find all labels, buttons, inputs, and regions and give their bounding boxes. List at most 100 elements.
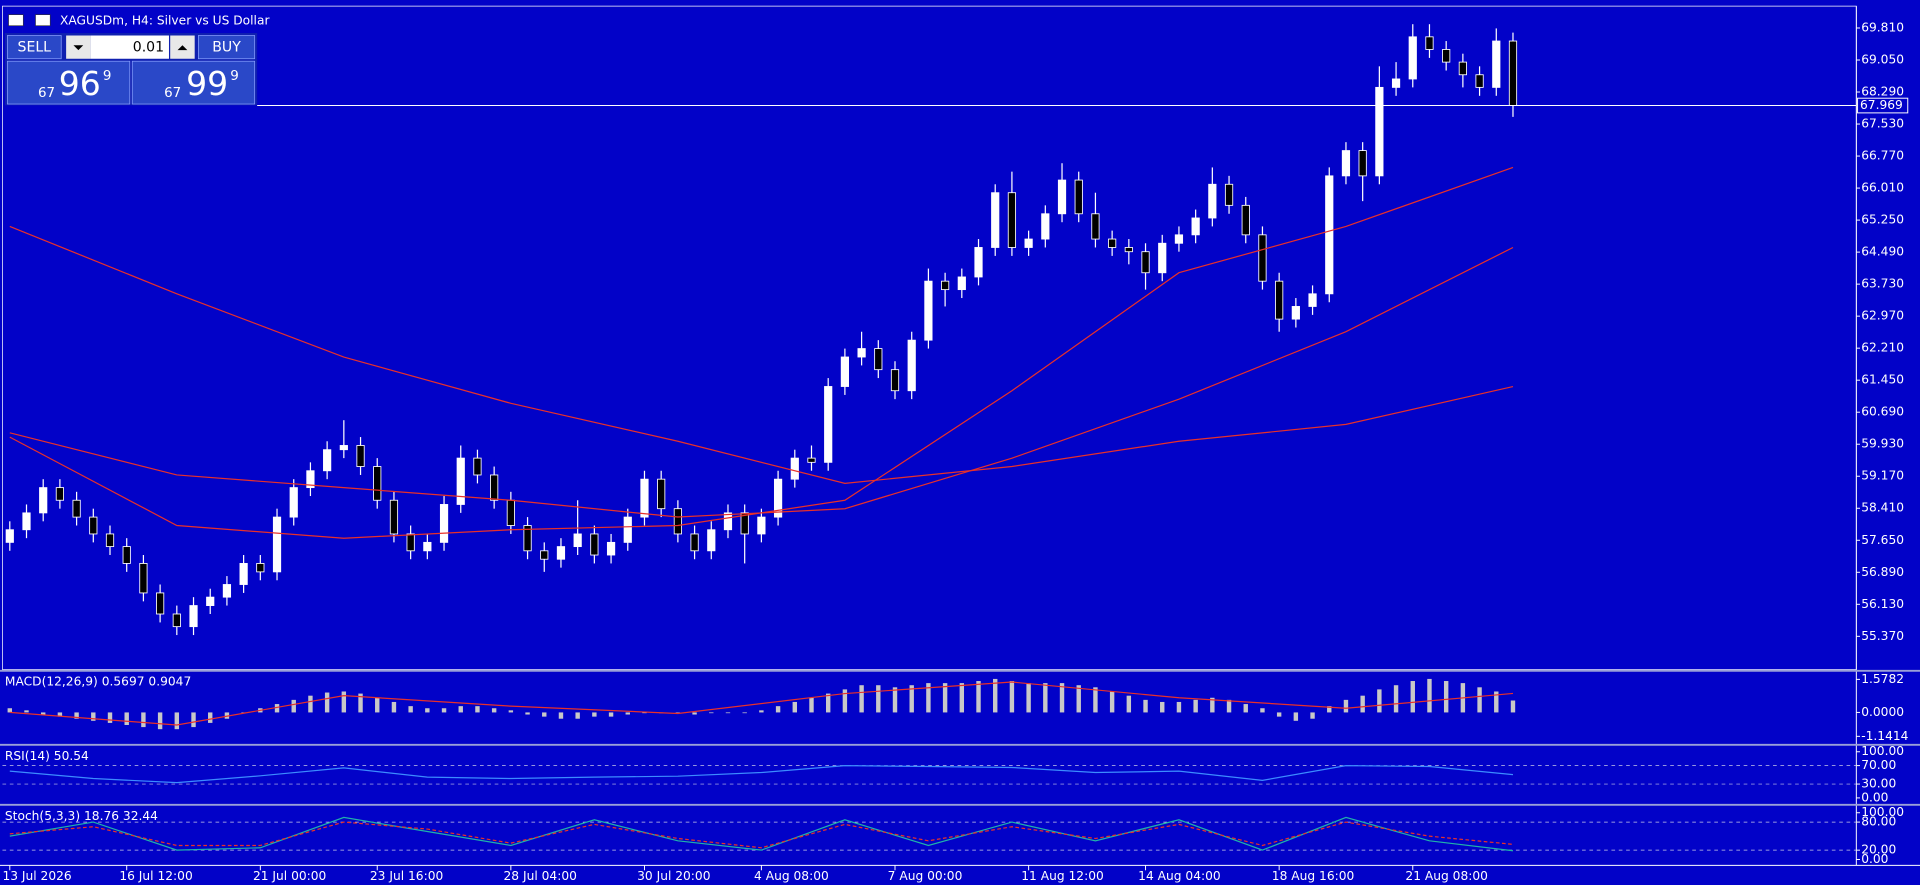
chart-icon[interactable]: [35, 14, 51, 27]
indicator-title: Stoch(5,3,3) 18.76 32.44: [5, 809, 158, 823]
x-tick-label: 13 Jul 2026: [2, 869, 71, 883]
macd-bar: [174, 712, 180, 730]
candle-body: [1391, 78, 1401, 88]
candle-body: [1358, 150, 1367, 177]
candle-body: [1208, 183, 1217, 219]
candle-body: [757, 516, 766, 535]
candle-body: [306, 470, 315, 489]
x-tick-label: 18 Aug 16:00: [1272, 869, 1355, 883]
y-tick-label: 0.00: [1861, 790, 1888, 804]
macd-bar: [1093, 687, 1098, 713]
buy-button[interactable]: [198, 35, 256, 60]
buy-label: BUY: [212, 40, 241, 56]
macd-bar: [1494, 691, 1499, 713]
candle-body: [373, 466, 382, 501]
indicator-line: [9, 765, 1514, 784]
macd-bar: [141, 712, 146, 728]
x-tick-label: 21 Aug 08:00: [1405, 869, 1488, 883]
bid-small: 9: [103, 69, 112, 84]
candle-body: [924, 280, 933, 341]
candle-body: [156, 592, 165, 615]
y-tick-label: 66.770: [1861, 149, 1904, 163]
candle-body: [991, 192, 1000, 248]
macd-bar: [40, 712, 46, 715]
candle-body: [22, 512, 31, 531]
y-tick-label: 20.00: [1861, 843, 1896, 857]
y-tick-label: 57.650: [1861, 533, 1904, 547]
indicator-line: [9, 816, 1514, 852]
last-price-label: 67.969: [1860, 98, 1903, 112]
macd-bar: [74, 712, 79, 719]
candle-body: [122, 546, 131, 564]
macd-bar: [191, 712, 196, 728]
candle-body: [1508, 40, 1518, 106]
macd-bar: [1343, 699, 1349, 713]
last-price-box: [1857, 97, 1909, 114]
candle-body: [790, 457, 799, 480]
macd-bar: [1510, 700, 1516, 713]
y-tick-label: 56.130: [1861, 597, 1904, 611]
ask-main: 99: [186, 64, 228, 103]
candle-body: [1442, 49, 1451, 63]
macd-bar: [408, 706, 413, 713]
macd-bar: [942, 683, 948, 713]
macd-bar: [1026, 683, 1031, 713]
ask-box[interactable]: [131, 60, 256, 105]
macd-bar: [324, 692, 330, 713]
candle-body: [1475, 74, 1484, 88]
macd-bar: [7, 708, 12, 713]
macd-bar: [308, 695, 313, 713]
x-tick-label: 23 Jul 16:00: [370, 869, 443, 883]
candle-body: [1074, 179, 1083, 215]
candle-body: [1241, 204, 1250, 236]
macd-bar: [441, 708, 447, 713]
candle-body: [573, 533, 582, 548]
y-tick-label: 64.490: [1861, 245, 1904, 259]
candle-body: [1108, 238, 1117, 248]
volume-field[interactable]: [90, 35, 169, 59]
candle-body: [1325, 175, 1334, 295]
candle-body: [840, 356, 849, 387]
candle-body: [824, 386, 833, 463]
macd-bar: [1109, 691, 1115, 713]
candle-body: [172, 613, 181, 628]
candle-body: [1091, 213, 1100, 240]
candle-body: [189, 605, 198, 628]
macd-bar: [759, 710, 764, 713]
sell-button[interactable]: [6, 35, 62, 60]
y-tick-label: 65.250: [1861, 213, 1904, 227]
candle-body: [907, 339, 916, 392]
macd-bar: [157, 712, 163, 730]
candle-body: [1408, 36, 1417, 80]
candle-body: [974, 247, 983, 278]
chart-title: XAGUSDm, H4: Silver vs US Dollar: [60, 13, 270, 27]
bid-box[interactable]: [6, 60, 131, 105]
macd-bar: [1243, 704, 1248, 713]
macd-bar: [458, 706, 463, 713]
main-panel-border: [2, 5, 1857, 670]
candle-body: [740, 512, 749, 535]
macd-bar: [675, 712, 681, 714]
candle-body: [590, 533, 599, 556]
menu-icon[interactable]: [8, 14, 24, 27]
indicator-line: [9, 821, 1514, 849]
window-icons: [8, 14, 51, 27]
x-tick-label: 21 Jul 00:00: [253, 869, 326, 883]
macd-bar: [1477, 687, 1482, 713]
macd-bar: [425, 708, 430, 713]
y-tick-label: 61.450: [1861, 373, 1904, 387]
candle-body: [1041, 213, 1050, 240]
candle-body: [1291, 306, 1300, 320]
candle-body: [39, 487, 48, 514]
macd-bar: [1427, 678, 1432, 713]
bid-big: 67: [38, 86, 55, 101]
macd-bar: [558, 712, 564, 719]
macd-bar: [1076, 685, 1081, 713]
bid-main: 96: [59, 64, 101, 103]
macd-bar: [825, 693, 831, 713]
candle-body: [890, 369, 900, 392]
plot-layer: 69.810 69.050 68.290 67.530 66.770 66.010 65.2…: [2, 13, 1909, 883]
indicator-line: [9, 225, 1514, 485]
macd-bar: [926, 683, 931, 713]
